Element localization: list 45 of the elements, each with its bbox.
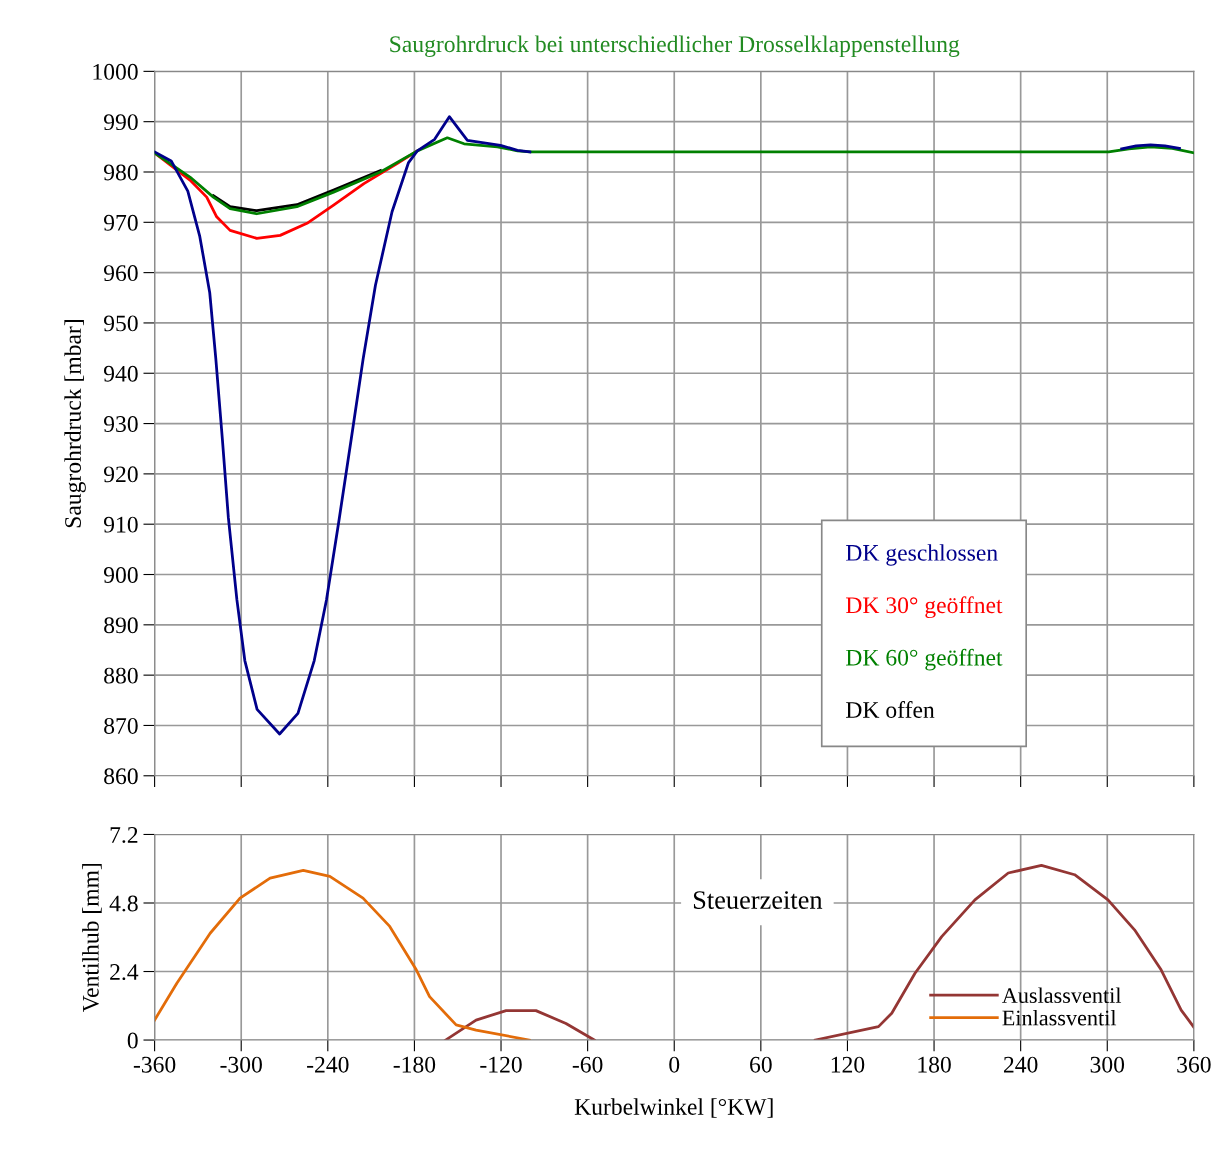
y-axis-title: Ventilhub [mm] bbox=[82, 863, 102, 1013]
x-tick-label: 120 bbox=[831, 1056, 865, 1073]
y-tick-label: 960 bbox=[103, 265, 138, 282]
y-tick-label: 4.8 bbox=[109, 895, 138, 912]
y-tick-label: 880 bbox=[104, 667, 138, 684]
y-tick-label: 930 bbox=[103, 416, 138, 432]
text: DK 60° geöffnet bbox=[846, 648, 1003, 671]
text: DK offen bbox=[846, 701, 935, 718]
line-series bbox=[154, 136, 1194, 216]
x-tick-label: 180 bbox=[918, 1056, 951, 1073]
x-tick-label: 240 bbox=[1003, 1056, 1038, 1073]
y-tick-label: 0 bbox=[127, 1032, 138, 1049]
y-tick-label: 860 bbox=[104, 768, 138, 785]
legend-label: Einlassventil bbox=[1002, 1009, 1117, 1026]
x-tick-label: -240 bbox=[307, 1056, 349, 1073]
x-tick-label: -180 bbox=[393, 1056, 436, 1073]
x-axis-title: Kurbelwinkel [°KW] bbox=[574, 1098, 773, 1118]
y-axis-title: Saugrohrdruck [mbar] bbox=[64, 320, 86, 528]
x-tick-label: -300 bbox=[220, 1056, 262, 1073]
x-tick-label: 0 bbox=[669, 1056, 680, 1073]
y-tick-label: 920 bbox=[103, 466, 138, 483]
x-tick-label: 300 bbox=[1090, 1056, 1125, 1073]
text: DK geschlossen bbox=[846, 544, 998, 566]
y-tick-label: 950 bbox=[103, 315, 138, 332]
text: DK 30° geöffnet bbox=[846, 596, 1003, 619]
x-tick-label: 60 bbox=[750, 1056, 772, 1073]
y-tick-label: 900 bbox=[103, 567, 138, 583]
y-tick-label: 890 bbox=[104, 617, 138, 634]
y-tick-label: 990 bbox=[103, 114, 138, 131]
chart-title: Saugrohrdruck bei unterschiedlicher Drosselklappenstellung bbox=[390, 35, 960, 58]
y-tick-label: 7.2 bbox=[110, 827, 138, 843]
x-tick-label: 360 bbox=[1177, 1056, 1211, 1073]
y-tick-label: 1000 bbox=[93, 63, 138, 80]
y-tick-label: 970 bbox=[103, 214, 138, 231]
y-tick-label: 910 bbox=[103, 516, 138, 533]
line-series bbox=[154, 869, 531, 1041]
y-tick-label: 2.4 bbox=[110, 964, 139, 981]
y-tick-label: 940 bbox=[103, 365, 138, 382]
x-tick-label: -120 bbox=[480, 1056, 522, 1073]
text: Steuerzeiten bbox=[693, 891, 823, 909]
legend-label: Auslassventil bbox=[1001, 987, 1122, 1004]
x-tick-label: -360 bbox=[133, 1056, 176, 1073]
y-tick-label: 870 bbox=[104, 717, 138, 734]
y-tick-label: 980 bbox=[103, 164, 138, 181]
x-tick-label: -60 bbox=[572, 1056, 603, 1073]
